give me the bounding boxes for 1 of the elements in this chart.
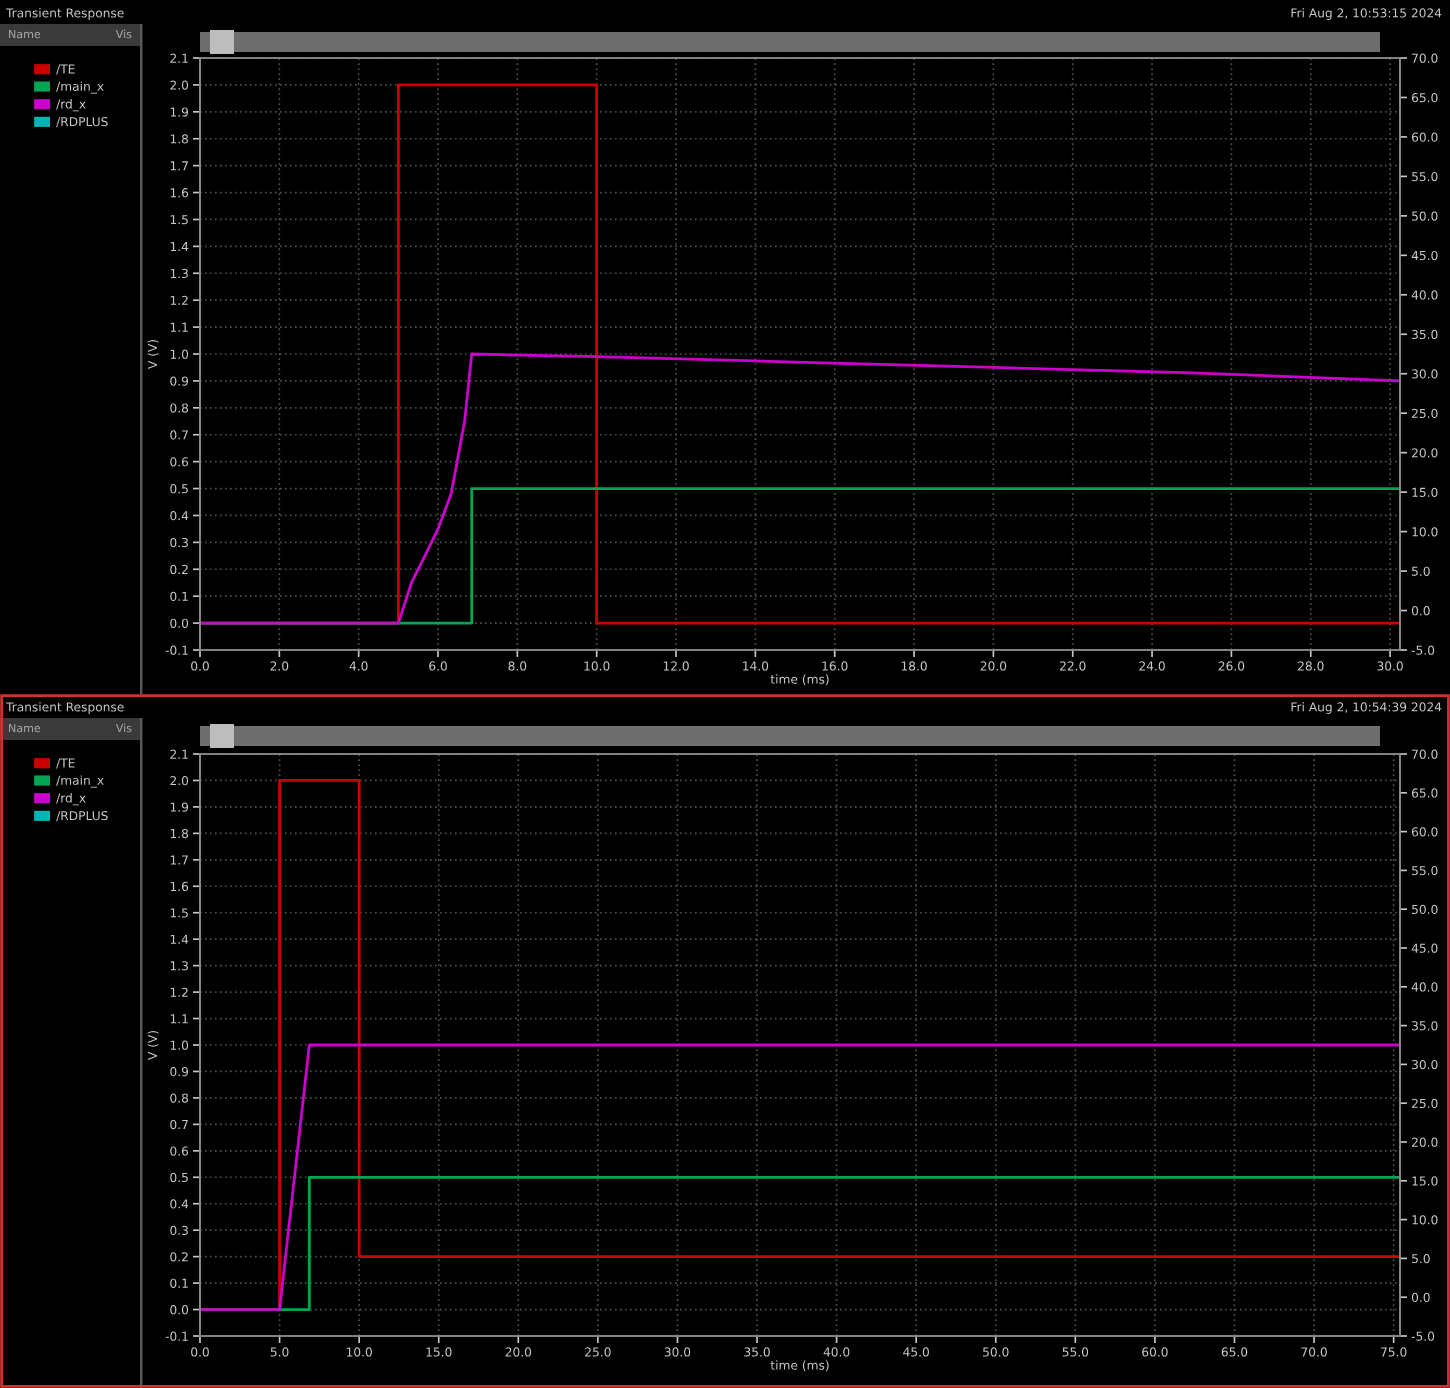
line-series bbox=[200, 352, 1400, 625]
